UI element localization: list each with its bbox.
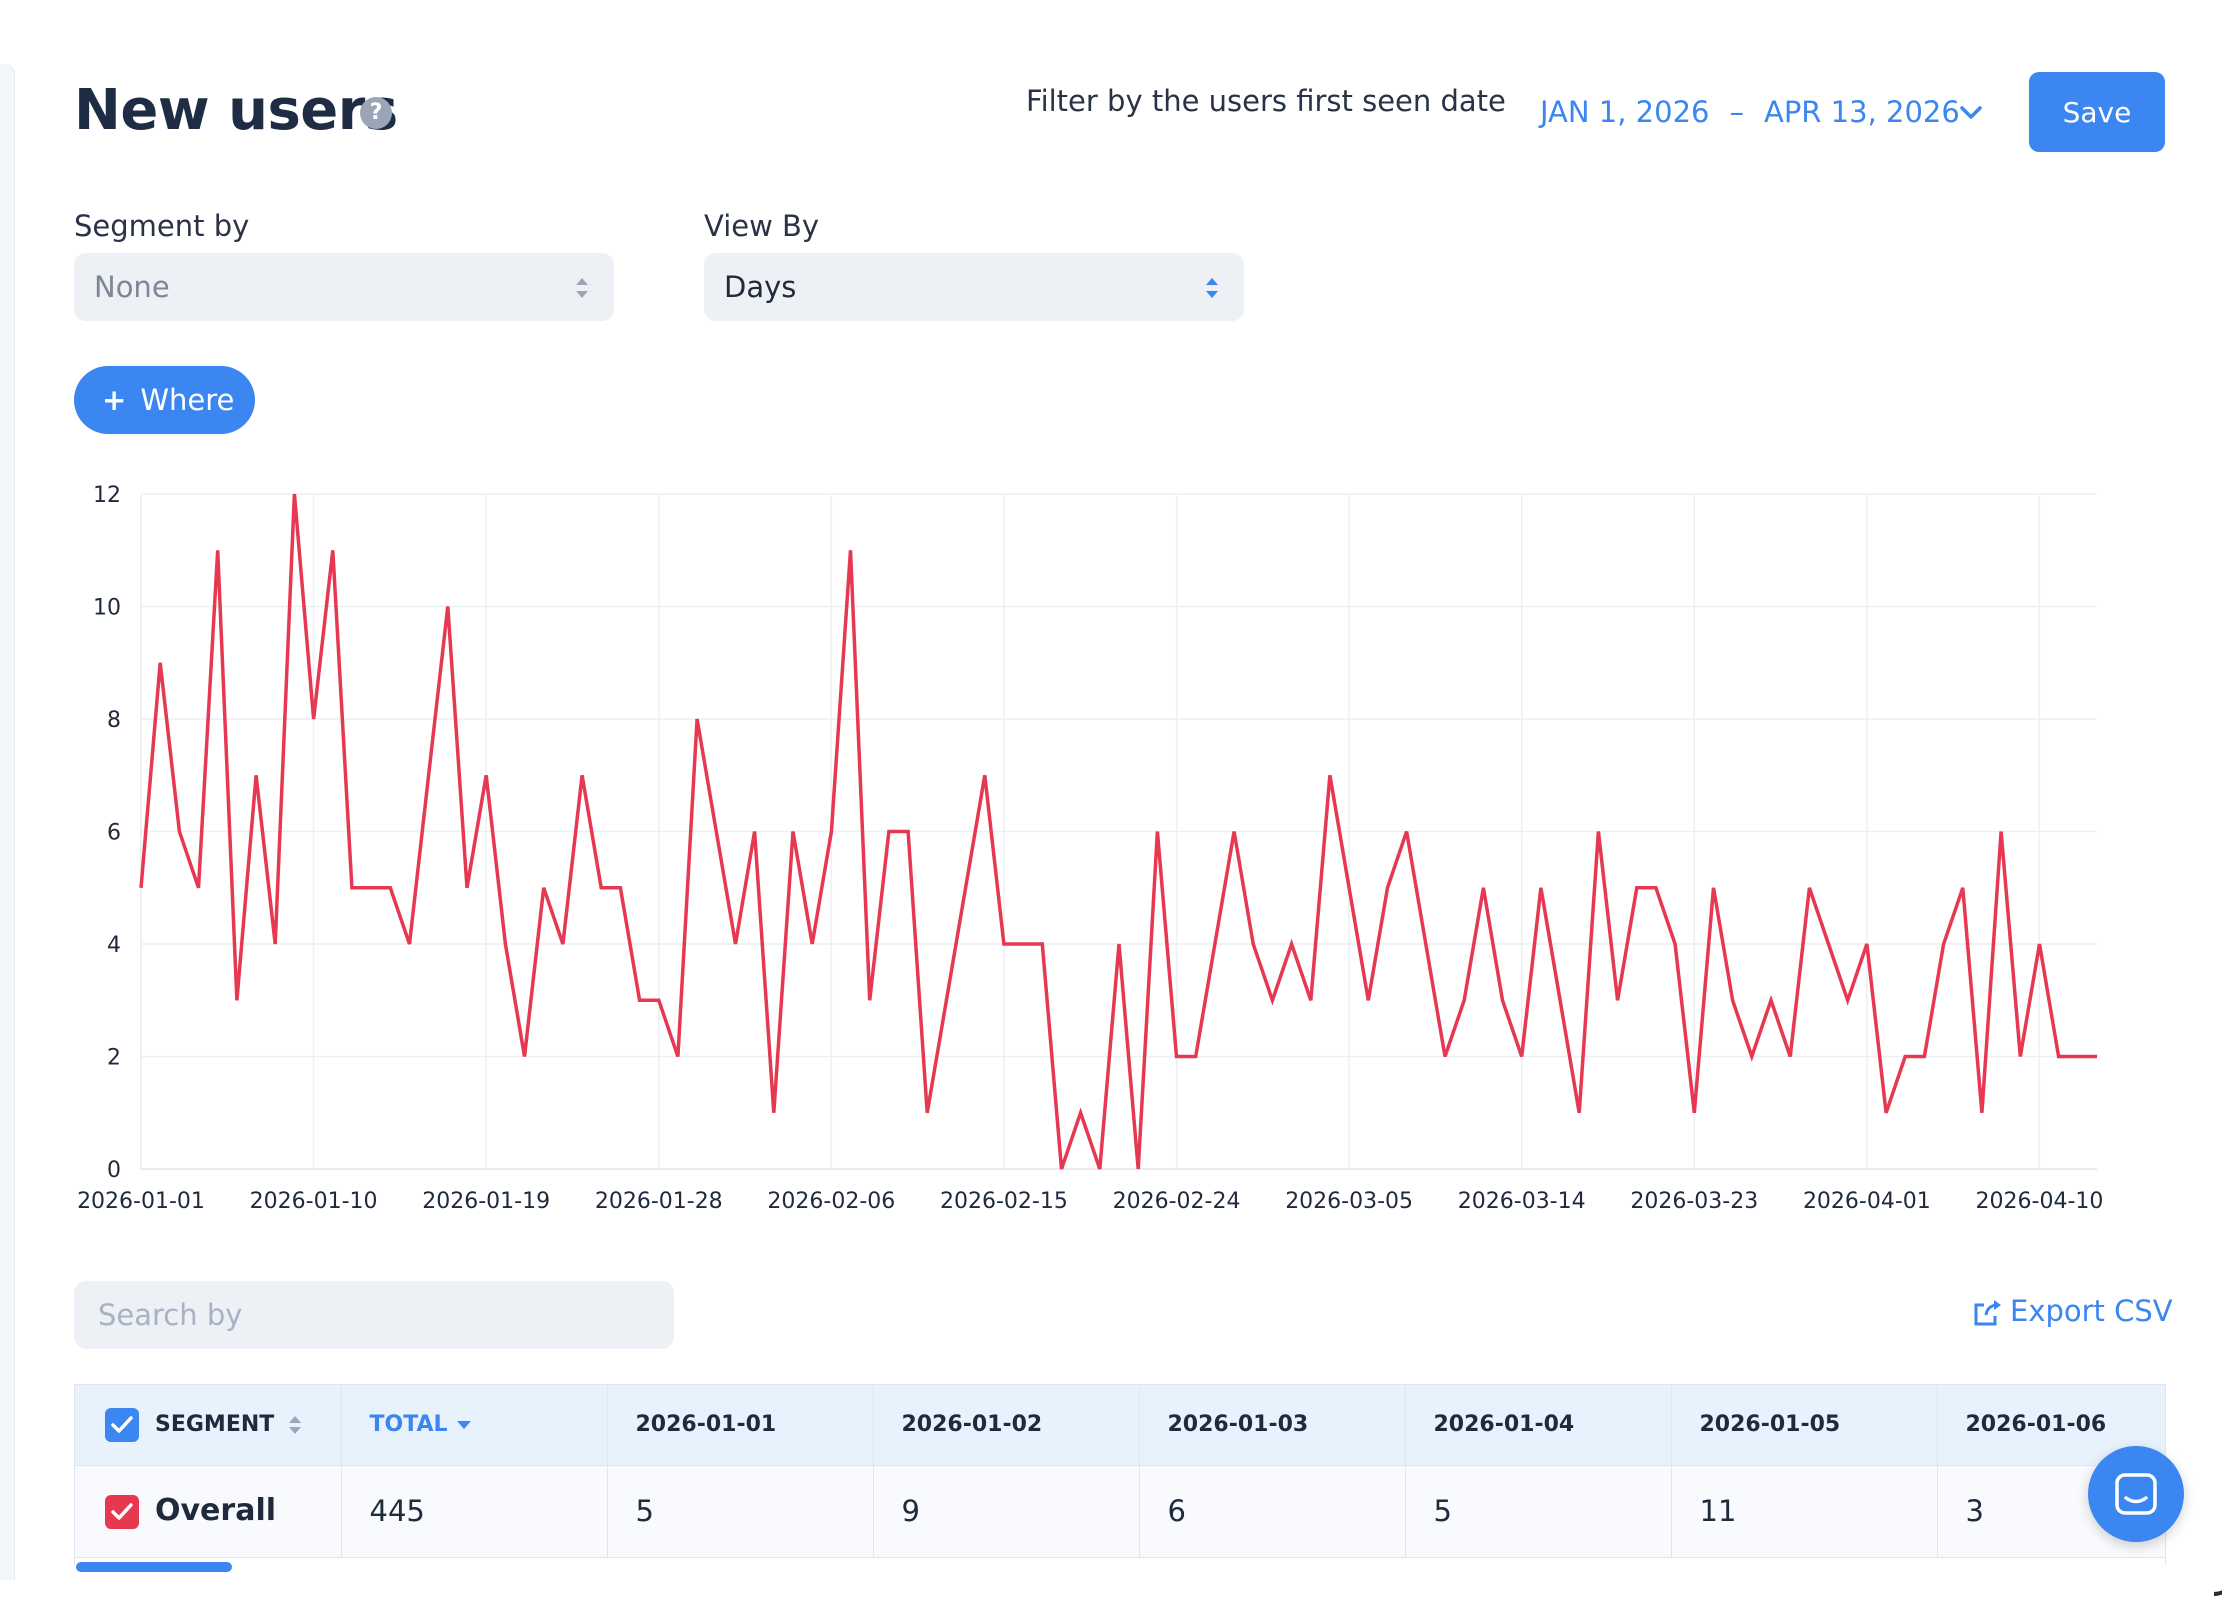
chart-grid	[140, 493, 2097, 1170]
x-tick-label: 2026-02-06	[767, 1189, 895, 1214]
table-row: Overall 445 5 9 6 5 11 3	[75, 1465, 2165, 1558]
plus-icon: +	[102, 383, 127, 417]
date-range-separator: –	[1729, 95, 1744, 129]
date-column-header[interactable]: 2026-01-01	[607, 1385, 874, 1466]
x-axis: 2026-01-01 2026-01-10 2026-01-19 2026-01-28…	[77, 1189, 2103, 1214]
date-range-picker[interactable]: JAN 1, 2026– APR 13, 2026	[1540, 95, 1960, 129]
caret-down-icon	[456, 1421, 471, 1430]
segment-by-label: Segment by	[74, 209, 250, 243]
save-button[interactable]: Save	[2029, 72, 2165, 152]
y-tick-label: 10	[93, 596, 121, 621]
value-cell: 6	[1139, 1465, 1406, 1558]
x-tick-label: 2026-03-23	[1630, 1189, 1758, 1214]
x-tick-label: 2026-01-10	[250, 1189, 378, 1214]
total-cell: 445	[341, 1465, 608, 1558]
x-tick-label: 2026-04-01	[1803, 1189, 1931, 1214]
filter-label: Filter by the users first seen date	[1026, 84, 1506, 118]
x-tick-label: 2026-01-28	[595, 1189, 723, 1214]
date-range-start: JAN 1, 2026	[1540, 95, 1710, 129]
value-cell: 11	[1671, 1465, 1938, 1558]
horizontal-scrollbar[interactable]	[76, 1562, 232, 1572]
chevron-down-icon[interactable]	[1958, 100, 1984, 126]
x-tick-label: 2026-01-19	[422, 1189, 550, 1214]
segment-by-value: None	[94, 270, 170, 304]
x-tick-label: 2026-02-24	[1113, 1189, 1241, 1214]
y-tick-label: 2	[107, 1046, 121, 1071]
value-cell: 5	[607, 1465, 874, 1558]
date-column-header[interactable]: 2026-01-05	[1671, 1385, 1938, 1466]
chat-widget-button[interactable]	[2088, 1446, 2184, 1542]
y-tick-label: 4	[107, 933, 121, 958]
date-column-header[interactable]: 2026-01-02	[873, 1385, 1140, 1466]
export-csv-label: Export CSV	[2010, 1294, 2173, 1328]
date-column-header[interactable]: 2026-01-04	[1405, 1385, 1672, 1466]
segment-header-label: SEGMENT	[155, 1411, 275, 1437]
table-header-row: SEGMENT TOTAL 2026-01-01 2026-01-02 2026…	[75, 1385, 2165, 1466]
total-column-header[interactable]: TOTAL	[341, 1385, 608, 1466]
value-cell: 9	[873, 1465, 1140, 1558]
where-label: Where	[140, 383, 235, 417]
export-csv-button[interactable]: Export CSV	[1972, 1294, 2173, 1328]
row-checkbox[interactable]	[105, 1495, 139, 1529]
sort-updown-icon	[576, 278, 588, 298]
window-resize-corner	[2180, 1538, 2222, 1606]
y-tick-label: 0	[107, 1158, 121, 1183]
view-by-value: Days	[724, 270, 797, 304]
select-all-checkbox[interactable]	[105, 1407, 139, 1442]
y-tick-label: 8	[107, 708, 121, 733]
segment-column-header[interactable]: SEGMENT	[75, 1385, 342, 1466]
segment-table: SEGMENT TOTAL 2026-01-01 2026-01-02 2026…	[74, 1384, 2166, 1565]
series-line	[139, 493, 2097, 1170]
sort-updown-icon	[1206, 278, 1218, 298]
y-axis: 0 2 4 6 8 10 12	[93, 483, 121, 1183]
total-header-label: TOTAL	[369, 1412, 448, 1438]
help-icon[interactable]: ?	[360, 97, 392, 129]
share-export-icon	[1974, 1300, 2001, 1326]
value-cell: 5	[1405, 1465, 1672, 1558]
date-column-header[interactable]: 2026-01-03	[1139, 1385, 1406, 1466]
y-tick-label: 12	[93, 483, 121, 508]
left-panel-edge	[0, 64, 15, 1580]
new-users-line-chart: 0 2 4 6 8 10 12 2026-01-01 2026-01-10 2026-01-19…	[77, 483, 2103, 1214]
check-icon	[111, 1416, 133, 1433]
segment-cell: Overall	[75, 1465, 342, 1558]
x-tick-label: 2026-03-14	[1458, 1189, 1586, 1214]
x-tick-label: 2026-01-01	[77, 1189, 205, 1214]
chart-series	[139, 493, 2097, 1170]
y-tick-label: 6	[107, 821, 121, 846]
page-title: New users	[74, 78, 398, 143]
x-tick-label: 2026-04-10	[1976, 1189, 2104, 1214]
check-icon	[111, 1503, 133, 1520]
segment-by-select[interactable]: None	[74, 253, 614, 321]
x-tick-label: 2026-02-15	[940, 1189, 1068, 1214]
row-label: Overall	[155, 1493, 277, 1528]
view-by-select[interactable]: Days	[704, 253, 1244, 321]
view-by-label: View By	[704, 209, 820, 243]
add-where-filter-button[interactable]: + Where	[74, 366, 255, 434]
search-input[interactable]	[74, 1281, 674, 1349]
chat-bubble-icon	[2115, 1473, 2157, 1515]
date-range-end: APR 13, 2026	[1763, 95, 1960, 129]
sort-updown-icon[interactable]	[288, 1414, 302, 1436]
x-tick-label: 2026-03-05	[1285, 1189, 1413, 1214]
